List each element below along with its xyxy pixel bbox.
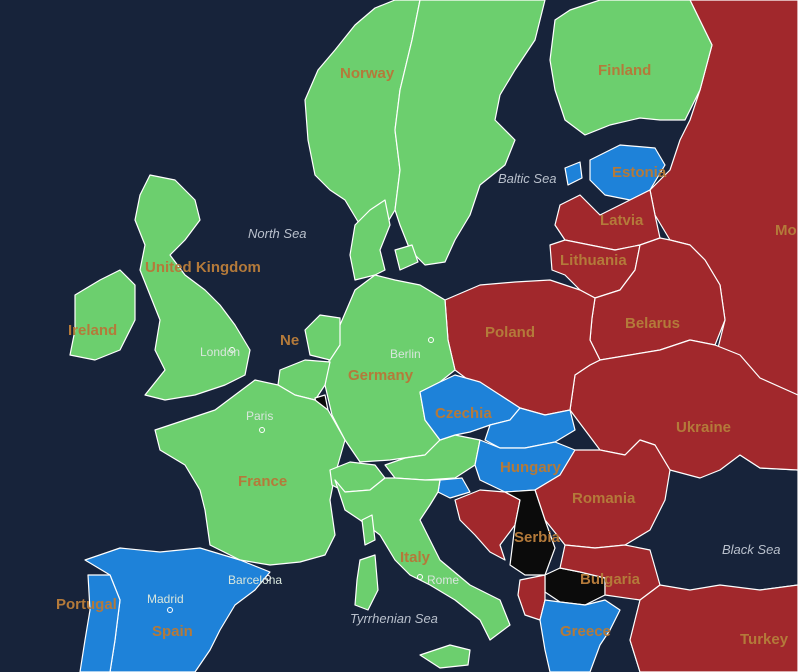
country-label-czechia: Czechia <box>435 405 492 422</box>
country-label-ireland: Ireland <box>68 322 117 339</box>
country-label-finland: Finland <box>598 62 651 79</box>
city-label-paris: Paris <box>246 409 273 423</box>
country-label-portugal: Portugal <box>56 596 117 613</box>
country-label-germany: Germany <box>348 367 414 384</box>
country-label-norway: Norway <box>340 65 395 82</box>
country-denmark[interactable] <box>349 199 391 281</box>
country-serbia[interactable] <box>504 489 556 576</box>
country-finland[interactable] <box>549 0 713 136</box>
country-label-serbia: Serbia <box>514 529 561 546</box>
country-label-belarus: Belarus <box>625 315 680 332</box>
country-label-turkey: Turkey <box>740 631 789 648</box>
sea-label-black: Black Sea <box>722 542 781 557</box>
country-label-hungary: Hungary <box>500 459 562 476</box>
country-united-kingdom[interactable] <box>134 174 251 401</box>
country-portugal[interactable] <box>79 574 121 672</box>
sea-label-north: North Sea <box>248 226 307 241</box>
country-label-russia: Mo <box>775 222 797 239</box>
city-marker-rome[interactable] <box>417 574 423 580</box>
country-slovakia[interactable] <box>484 407 576 449</box>
country-label-latvia: Latvia <box>600 212 644 229</box>
country-greece[interactable] <box>539 599 621 672</box>
country-label-spain: Spain <box>152 623 193 640</box>
estonia-island <box>564 161 583 186</box>
denmark-island <box>394 244 419 271</box>
country-label-italy: Italy <box>400 549 431 566</box>
sea-label-baltic: Baltic Sea <box>498 171 557 186</box>
country-croatia[interactable] <box>454 489 521 561</box>
country-turkey[interactable] <box>629 584 798 672</box>
city-label-barcelona: Barcelona <box>228 573 282 587</box>
country-label-bulgaria: Bulgaria <box>580 571 641 588</box>
country-netherlands[interactable] <box>304 314 341 361</box>
city-marker-berlin[interactable] <box>428 337 434 343</box>
country-label-poland: Poland <box>485 324 535 341</box>
country-label-france: France <box>238 473 287 490</box>
sicily <box>419 644 471 669</box>
country-ireland[interactable] <box>69 269 136 361</box>
city-label-london: London <box>200 345 240 359</box>
sea-label-tyrrhenian: Tyrrhenian Sea <box>350 611 438 626</box>
country-france[interactable] <box>154 379 346 566</box>
country-label-united-kingdom: United Kingdom <box>145 259 261 276</box>
city-marker-barcelona[interactable] <box>265 575 271 581</box>
city-label-berlin: Berlin <box>390 347 421 361</box>
country-label-estonia: Estonia <box>612 164 667 181</box>
country-label-ukraine: Ukraine <box>676 419 731 436</box>
corsica <box>361 514 376 546</box>
country-sweden[interactable] <box>394 0 546 266</box>
city-marker-paris[interactable] <box>259 427 265 433</box>
country-label-greece: Greece <box>560 623 611 640</box>
city-label-madrid: Madrid <box>147 592 184 606</box>
country-label-romania: Romania <box>572 490 636 507</box>
sardinia <box>354 554 379 611</box>
country-label-netherlands: Ne <box>280 332 299 349</box>
city-marker-madrid[interactable] <box>167 607 173 613</box>
city-marker-london[interactable] <box>229 347 235 353</box>
country-italy[interactable] <box>334 477 511 641</box>
country-label-lithuania: Lithuania <box>560 252 627 269</box>
city-label-rome: Rome <box>427 573 459 587</box>
